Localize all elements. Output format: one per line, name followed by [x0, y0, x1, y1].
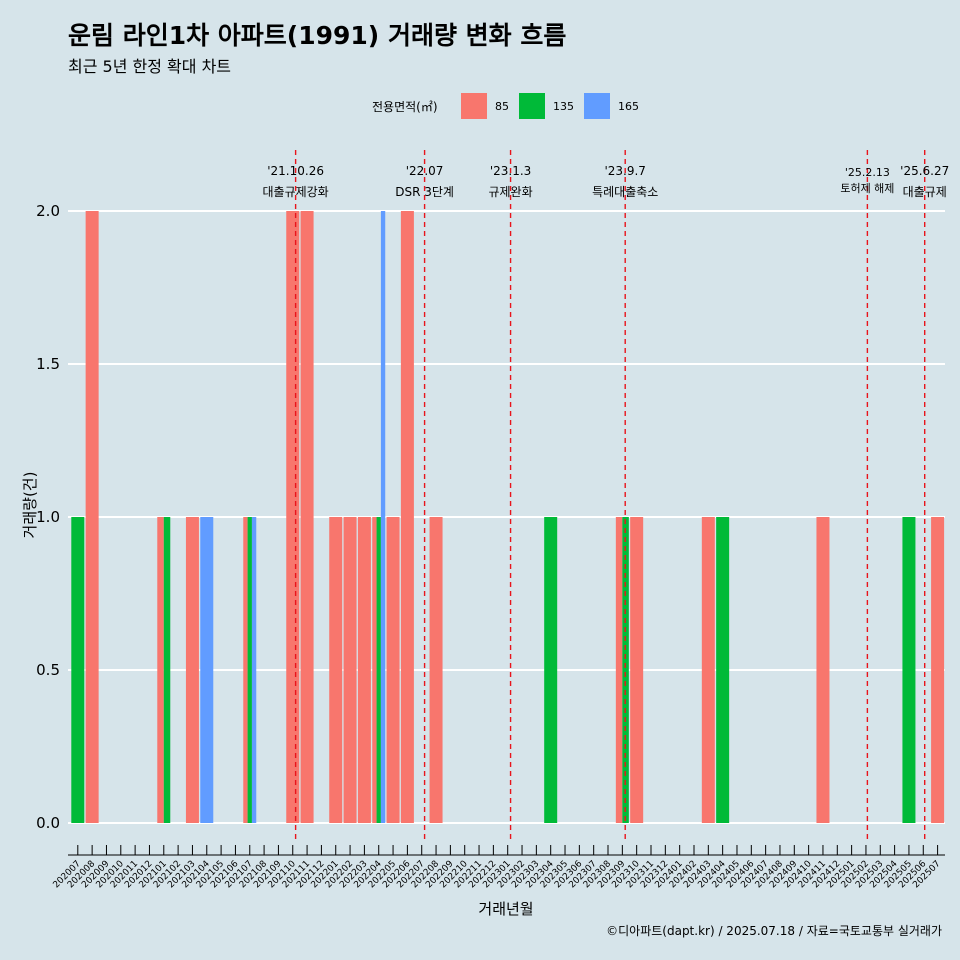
legend-label-135: 135 — [553, 100, 574, 113]
bar-202309-135 — [622, 517, 629, 823]
legend: 전용면적(㎡) 85 135 165 — [0, 90, 960, 124]
bar-202304-135 — [544, 517, 558, 823]
legend-key-85 — [461, 93, 487, 119]
bar-202204-165 — [380, 211, 386, 823]
y-tick-label: 1.5 — [36, 355, 60, 373]
bar-202505-135 — [902, 517, 916, 823]
x-axis-label: 거래년월 — [478, 900, 533, 918]
event-text-label: DSR 3단계 — [395, 185, 454, 199]
bar-202008-85 — [85, 211, 99, 823]
bar-202411-85 — [816, 517, 830, 823]
chart-subtitle: 최근 5년 한정 확대 차트 — [68, 57, 232, 76]
bar-202107-165 — [251, 517, 257, 823]
bar-202310-85 — [630, 517, 644, 823]
bar-202309-85 — [615, 517, 623, 823]
bar-202404-135 — [716, 517, 730, 823]
bar-202111-85 — [300, 211, 314, 823]
legend-label-165: 165 — [618, 100, 639, 113]
y-tick-labels: 0.0 0.5 1.0 1.5 2.0 — [36, 202, 60, 832]
bar-202107-85 — [243, 517, 248, 823]
bar-202110-85 — [286, 211, 300, 823]
bar-202206-85 — [400, 211, 414, 823]
event-text-label: 토허제 해제 — [840, 181, 894, 195]
bar-202103-85 — [185, 517, 199, 823]
bar-202204-135 — [376, 517, 381, 823]
event-date-label: '25.6.27 — [900, 164, 949, 178]
x-axis: 2020072020082020092020102020112020122021… — [52, 845, 945, 890]
bar-202107-135 — [247, 517, 252, 823]
event-text-label: 대출규제강화 — [262, 185, 328, 199]
legend-label-85: 85 — [495, 100, 509, 113]
event-text-label: 특례대출축소 — [592, 185, 658, 199]
event-date-label: '25.2.13 — [845, 166, 890, 179]
bar-202205-85 — [386, 517, 400, 823]
event-date-label: '21.10.26 — [267, 164, 324, 178]
bar-202208-85 — [429, 517, 443, 823]
chart-title: 운림 라인1차 아파트(1991) 거래량 변화 흐름 — [68, 21, 567, 50]
event-date-label: '22.07 — [406, 164, 444, 178]
bar-202007-135 — [71, 517, 85, 823]
y-tick-label: 2.0 — [36, 202, 60, 220]
y-tick-label: 0.0 — [36, 814, 60, 832]
bar-202101-135 — [163, 517, 171, 823]
y-axis-label: 거래량(건) — [21, 472, 39, 539]
bar-202507-85 — [931, 517, 945, 823]
footer-credit: ©디아파트(dapt.kr) / 2025.07.18 / 자료=국토교통부 실… — [606, 924, 942, 938]
bar-202201-85 — [329, 517, 343, 823]
legend-key-165 — [584, 93, 610, 119]
event-text-label: 대출규제 — [903, 185, 947, 199]
bar-202101-85 — [157, 517, 164, 823]
bar-202104-165 — [200, 517, 214, 823]
legend-key-135 — [519, 93, 545, 119]
bars — [71, 211, 945, 823]
gridlines — [68, 210, 945, 824]
event-text-label: 규제완화 — [488, 185, 532, 199]
event-date-label: '23.1.3 — [490, 164, 531, 178]
y-tick-label: 0.5 — [36, 661, 60, 679]
bar-202203-85 — [357, 517, 371, 823]
bar-202204-85 — [372, 517, 377, 823]
bar-202403-85 — [701, 517, 715, 823]
event-lines: '21.10.26 대출규제강화 '22.07 DSR 3단계 '23.1.3 규제완화 '… — [262, 150, 949, 842]
event-date-label: '23.9.7 — [604, 164, 645, 178]
y-tick-label: 1.0 — [36, 508, 60, 526]
bar-202202-85 — [343, 517, 357, 823]
legend-title: 전용면적(㎡) — [372, 100, 438, 114]
